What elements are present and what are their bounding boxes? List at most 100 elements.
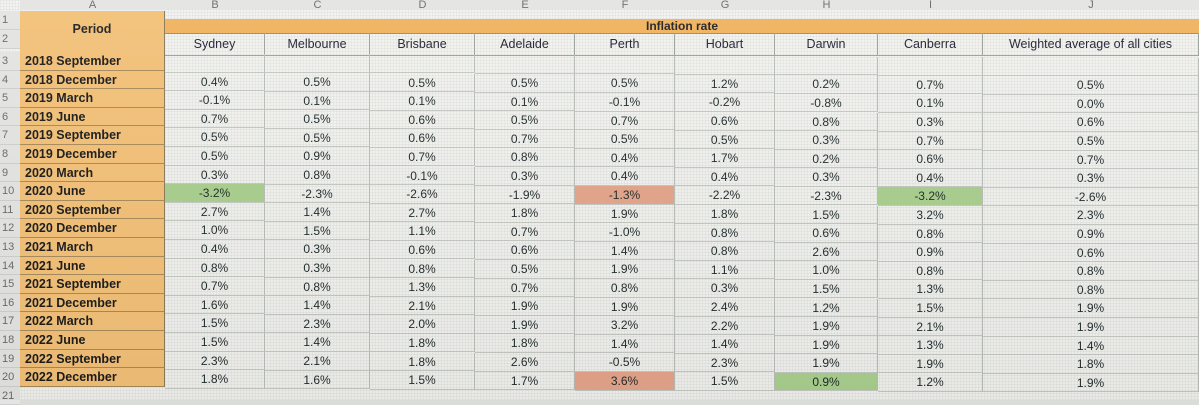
value-cell[interactable]: 0.8%: [575, 279, 675, 298]
value-cell[interactable]: 0.4%: [575, 167, 675, 186]
value-cell[interactable]: 0.5%: [165, 128, 265, 147]
value-cell[interactable]: 0.7%: [475, 129, 575, 149]
inflation-rate-header[interactable]: Inflation rate: [165, 19, 1199, 34]
value-cell[interactable]: 0.6%: [983, 243, 1199, 263]
value-cell[interactable]: 1.0%: [775, 261, 878, 280]
value-cell[interactable]: 2.3%: [265, 314, 370, 334]
value-cell[interactable]: -2.2%: [675, 186, 775, 206]
value-cell[interactable]: 0.8%: [370, 259, 475, 279]
column-header-j[interactable]: J: [983, 0, 1199, 10]
value-cell[interactable]: 1.1%: [370, 222, 475, 241]
value-cell[interactable]: 0.5%: [675, 130, 775, 150]
value-cell[interactable]: 1.8%: [370, 352, 475, 372]
value-cell[interactable]: 1.5%: [165, 333, 265, 352]
value-cell[interactable]: 2.6%: [775, 242, 878, 262]
value-cell[interactable]: 2.1%: [370, 296, 475, 316]
value-cell[interactable]: 1.9%: [475, 315, 575, 335]
column-header-e[interactable]: E: [475, 0, 576, 10]
column-header-d[interactable]: D: [370, 0, 476, 10]
value-cell[interactable]: 1.5%: [878, 298, 983, 318]
value-cell[interactable]: 0.8%: [675, 223, 775, 243]
value-cell[interactable]: 2.0%: [370, 315, 475, 334]
value-cell[interactable]: 1.8%: [165, 370, 265, 389]
city-header-weighted-average-of-all-cities[interactable]: Weighted average of all cities: [983, 33, 1199, 56]
row-header-20[interactable]: 20: [0, 368, 20, 387]
row-header-11[interactable]: 11: [0, 200, 20, 220]
value-cell[interactable]: 1.5%: [165, 314, 265, 333]
value-cell[interactable]: 2.6%: [475, 352, 575, 372]
value-cell[interactable]: 0.6%: [370, 240, 475, 260]
value-cell[interactable]: 0.7%: [878, 131, 983, 151]
value-cell[interactable]: 0.8%: [878, 224, 983, 244]
row-header-1[interactable]: 1: [0, 11, 20, 30]
period-cell[interactable]: 2019 June: [20, 107, 165, 127]
value-cell[interactable]: -3.2%: [165, 184, 265, 203]
value-cell[interactable]: 2.3%: [165, 351, 265, 371]
value-cell[interactable]: 0.6%: [370, 129, 475, 148]
value-cell[interactable]: -0.1%: [370, 166, 475, 186]
column-header-f[interactable]: F: [575, 0, 676, 10]
value-cell[interactable]: 1.9%: [775, 317, 878, 336]
value-cell[interactable]: 0.1%: [878, 94, 983, 113]
period-cell[interactable]: 2020 June: [20, 182, 165, 201]
value-cell[interactable]: 0.9%: [983, 225, 1199, 244]
value-cell[interactable]: 1.0%: [165, 221, 265, 240]
value-cell[interactable]: 1.5%: [775, 205, 878, 225]
value-cell[interactable]: 0.6%: [675, 112, 775, 131]
value-cell[interactable]: 0.5%: [575, 130, 675, 149]
value-cell[interactable]: [878, 57, 983, 76]
value-cell[interactable]: 1.9%: [983, 299, 1199, 318]
city-header-hobart[interactable]: Hobart: [675, 33, 775, 56]
city-header-darwin[interactable]: Darwin: [775, 33, 878, 56]
row-header-14[interactable]: 14: [0, 256, 20, 276]
value-cell[interactable]: 0.5%: [370, 73, 475, 93]
value-cell[interactable]: 0.8%: [475, 148, 575, 167]
value-cell[interactable]: 3.2%: [575, 316, 675, 335]
period-cell[interactable]: 2021 June: [20, 256, 165, 276]
value-cell[interactable]: 1.3%: [878, 336, 983, 355]
value-cell[interactable]: [165, 54, 265, 73]
value-cell[interactable]: -1.0%: [575, 223, 675, 242]
value-cell[interactable]: 0.3%: [675, 279, 775, 299]
value-cell[interactable]: [983, 57, 1199, 77]
value-cell[interactable]: 0.5%: [983, 76, 1199, 95]
city-header-melbourne[interactable]: Melbourne: [265, 33, 370, 56]
value-cell[interactable]: 0.2%: [775, 75, 878, 94]
row-header-9[interactable]: 9: [0, 163, 20, 183]
value-cell[interactable]: 0.5%: [265, 110, 370, 129]
value-cell[interactable]: 0.0%: [983, 94, 1199, 114]
value-cell[interactable]: [475, 55, 575, 74]
row-header-10[interactable]: 10: [0, 182, 20, 201]
value-cell[interactable]: 0.8%: [878, 261, 983, 281]
row-header-3[interactable]: 3: [0, 52, 20, 71]
value-cell[interactable]: 0.5%: [983, 132, 1199, 151]
value-cell[interactable]: 2.3%: [983, 206, 1199, 225]
period-cell[interactable]: 2021 March: [20, 238, 165, 257]
value-cell[interactable]: 0.7%: [575, 111, 675, 131]
value-cell[interactable]: 0.4%: [675, 167, 775, 187]
value-cell[interactable]: 1.7%: [675, 149, 775, 168]
period-header[interactable]: Period: [20, 11, 165, 56]
value-cell[interactable]: 0.3%: [775, 131, 878, 150]
value-cell[interactable]: 1.9%: [575, 204, 675, 224]
value-cell[interactable]: 0.5%: [475, 111, 575, 130]
value-cell[interactable]: -0.2%: [675, 93, 775, 113]
column-header-c[interactable]: C: [265, 0, 371, 10]
value-cell[interactable]: 0.8%: [775, 112, 878, 132]
value-cell[interactable]: -0.5%: [575, 353, 675, 372]
value-cell[interactable]: 0.7%: [475, 278, 575, 298]
value-cell[interactable]: 0.3%: [165, 165, 265, 185]
period-cell[interactable]: 2021 December: [20, 293, 165, 313]
value-cell[interactable]: -2.3%: [775, 186, 878, 206]
value-cell[interactable]: 2.7%: [370, 203, 475, 223]
value-cell[interactable]: -3.2%: [878, 187, 983, 206]
value-cell[interactable]: -0.1%: [165, 91, 265, 110]
value-cell[interactable]: 0.8%: [265, 277, 370, 297]
value-cell[interactable]: 1.9%: [475, 297, 575, 316]
value-cell[interactable]: -2.6%: [983, 187, 1199, 207]
value-cell[interactable]: 0.6%: [370, 110, 475, 130]
row-header-17[interactable]: 17: [0, 312, 20, 331]
value-cell[interactable]: 0.8%: [675, 242, 775, 261]
value-cell[interactable]: 1.9%: [983, 373, 1199, 393]
value-cell[interactable]: -1.3%: [575, 186, 675, 205]
